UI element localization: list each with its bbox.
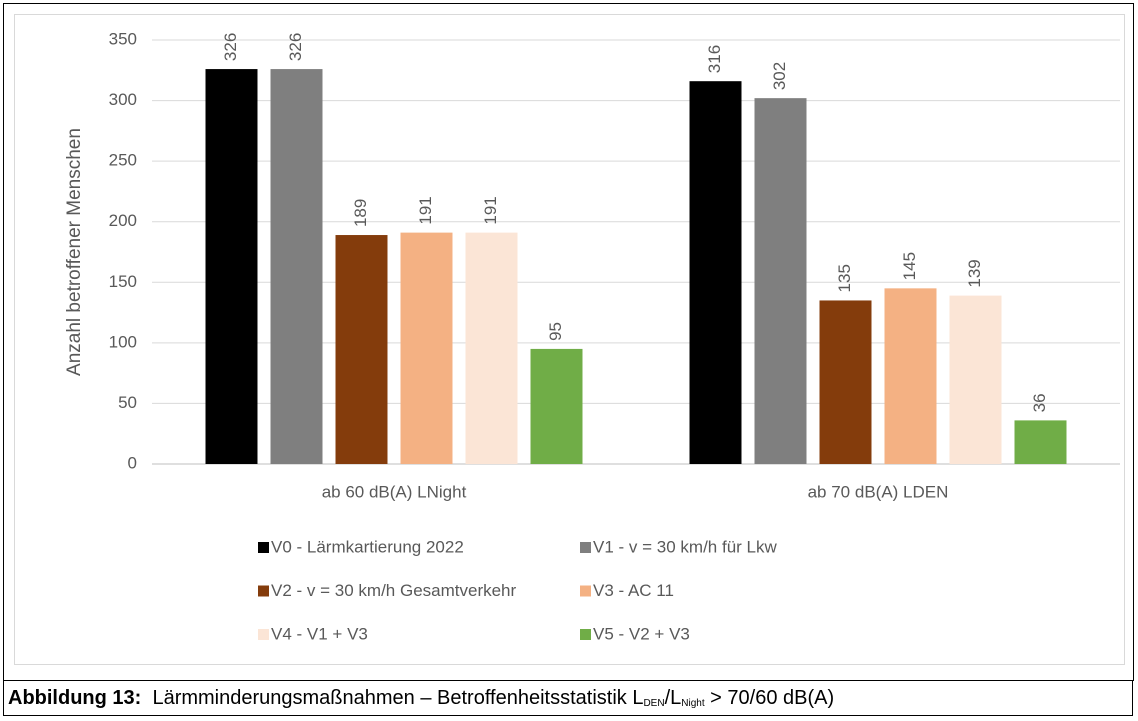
value-label: 302 bbox=[770, 62, 789, 90]
caption-text: /L bbox=[664, 687, 682, 709]
value-label: 316 bbox=[705, 45, 724, 73]
value-label: 191 bbox=[416, 196, 435, 224]
bar bbox=[465, 232, 518, 464]
bar bbox=[819, 300, 872, 464]
bar bbox=[884, 288, 937, 464]
chart: Anzahl betroffener Menschen 0 50 100 150 200… bbox=[3, 3, 1134, 681]
caption-label: Abbildung 13: bbox=[8, 687, 142, 709]
legend-swatch bbox=[258, 585, 269, 597]
bar bbox=[400, 232, 453, 464]
bar bbox=[335, 235, 388, 464]
legend-swatch bbox=[258, 542, 269, 553]
y-axis-label: Anzahl betroffener Menschen bbox=[64, 128, 85, 376]
legend-label: V0 - Lärmkartierung 2022 bbox=[271, 537, 464, 556]
legend-label: V2 - v = 30 km/h Gesamtverkehr bbox=[271, 581, 517, 600]
value-label: 139 bbox=[965, 259, 984, 287]
y-tick-label: 250 bbox=[109, 151, 137, 170]
y-tick-label: 50 bbox=[118, 393, 137, 412]
x-tick-label: ab 70 dB(A) LDEN bbox=[808, 482, 949, 501]
legend-swatch bbox=[580, 542, 591, 553]
y-tick-label: 150 bbox=[109, 272, 137, 291]
bar bbox=[1014, 420, 1067, 464]
caption-text: > 70/60 dB(A) bbox=[704, 687, 835, 709]
caption-text: Lärmminderungsmaßnahmen – Betroffenheits… bbox=[152, 687, 644, 709]
value-label: 326 bbox=[221, 33, 240, 61]
y-tick-label: 200 bbox=[109, 211, 137, 230]
caption-sub: Night bbox=[681, 698, 705, 709]
value-label: 135 bbox=[835, 264, 854, 292]
y-tick-label: 350 bbox=[109, 29, 137, 48]
bar bbox=[754, 98, 807, 465]
legend-swatch bbox=[580, 585, 591, 597]
y-tick-label: 0 bbox=[128, 453, 137, 472]
y-tick-label: 100 bbox=[109, 332, 137, 351]
value-label: 36 bbox=[1030, 393, 1049, 412]
caption-sub: DEN bbox=[643, 698, 665, 709]
value-label: 189 bbox=[351, 199, 370, 227]
bar bbox=[270, 69, 323, 465]
bar bbox=[530, 348, 583, 464]
caption: Abbildung 13: Lärmminderungsmaßnahmen – … bbox=[3, 680, 1133, 716]
y-tick-label: 300 bbox=[109, 90, 137, 109]
value-label: 95 bbox=[546, 322, 565, 341]
legend-swatch bbox=[580, 629, 591, 640]
bar bbox=[949, 295, 1002, 464]
legend-label: V3 - AC 11 bbox=[593, 581, 674, 600]
bar bbox=[689, 81, 742, 464]
value-label: 191 bbox=[481, 196, 500, 224]
value-label: 326 bbox=[286, 33, 305, 61]
legend-label: V5 - V2 + V3 bbox=[593, 624, 690, 643]
chart-area bbox=[14, 14, 1125, 665]
x-tick-label: ab 60 dB(A) LNight bbox=[322, 482, 467, 501]
legend-label: V4 - V1 + V3 bbox=[271, 624, 368, 643]
value-label: 145 bbox=[900, 252, 919, 280]
legend-swatch bbox=[258, 629, 269, 640]
bar bbox=[205, 69, 258, 465]
legend-label: V1 - v = 30 km/h für Lkw bbox=[593, 537, 777, 556]
